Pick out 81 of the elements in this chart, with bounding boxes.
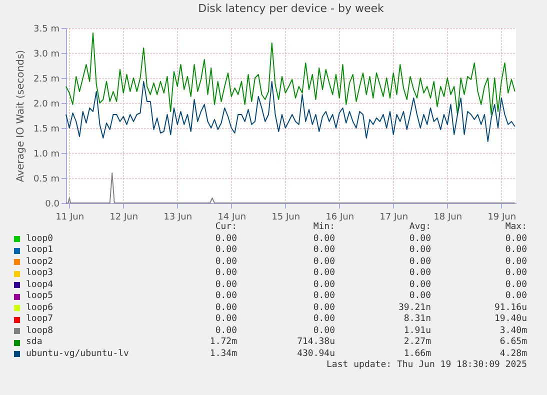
text: 0.00 [409,245,431,256]
text: 0.00 [409,234,431,245]
text: 39.21n [398,302,431,314]
x-tick-label: 18 Jun [434,212,462,222]
text: 0.00 [505,256,527,268]
text: 0.00 [313,291,335,302]
x-tick-label: 15 Jun [272,212,300,222]
text: 1.91u [404,326,431,337]
text: 0.00 [313,326,335,337]
text: 0.00 [215,291,237,302]
y-axis-title: Average IO Wait (seconds) [16,50,27,182]
text: 0.00 [215,268,237,280]
text: 0.00 [409,268,431,280]
text: 91.16u [494,302,527,314]
text: 0.00 [215,280,237,291]
legend-label: sda [26,337,42,348]
text: 0.00 [409,280,431,291]
text: 0.00 [215,314,237,326]
legend-label: loop8 [26,326,54,337]
x-tick-label: 11 Jun [56,212,84,222]
text: 8.31n [404,314,431,326]
text: 19.40u [494,314,527,326]
y-tick-label: 1.5 m [34,124,60,134]
text: 0.00 [313,245,335,256]
text: 0.00 [215,234,237,245]
text: Last update: Thu Jun 19 18:30:09 2025 [326,360,527,372]
text: 4.28m [500,348,527,360]
text: 0.00 [215,256,237,268]
text: Max: [505,222,527,234]
line-series [66,81,516,142]
x-tick-label: 16 Jun [326,212,354,222]
text: 1.66m [404,348,431,360]
y-tick-label: 3.0 m [34,50,60,60]
text: 0.00 [313,256,335,268]
text: 0.00 [313,234,335,245]
text: 1.34m [210,348,237,360]
y-tick-label: 0.0 [45,200,60,210]
y-tick-label: 1.0 m [34,150,60,160]
text: Cur: [215,222,237,234]
text: 0.00 [313,268,335,280]
legend-label: loop6 [26,302,54,314]
text: Avg: [409,222,431,234]
x-tick-label: 14 Jun [218,212,246,222]
y-tick-label: 2.0 m [34,100,60,110]
text: 0.00 [409,256,431,268]
text: 0.00 [313,314,335,326]
legend-label: loop0 [26,234,54,245]
x-tick-label: 13 Jun [164,212,192,222]
text: 1.72m [210,337,237,348]
legend-label: loop3 [26,268,54,280]
text: 0.00 [313,280,335,291]
chart-title: Disk latency per device - by week [198,2,385,15]
text: 0.00 [215,326,237,337]
x-tick-label: 12 Jun [110,212,138,222]
x-tick-label: 17 Jun [380,212,408,222]
legend-label: ubuntu-vg/ubuntu-lv [26,348,129,360]
text: 6.65m [500,337,527,348]
text: 0.00 [505,291,527,302]
text: 430.94u [297,348,335,360]
text: 0.00 [505,234,527,245]
text: 0.00 [215,245,237,256]
text: 0.00 [409,291,431,302]
text: 0.00 [215,302,237,314]
text: 2.27m [404,337,431,348]
text: 3.40m [500,326,527,337]
text: 0.00 [505,280,527,291]
x-tick-label: 19 Jun [488,212,516,222]
text: 0.00 [505,245,527,256]
legend-label: loop2 [26,256,54,268]
y-tick-label: 0.5 m [34,174,60,184]
legend-label: loop4 [26,280,54,291]
line-series [66,32,516,115]
text: 0.00 [313,302,335,314]
text: Min: [313,222,335,234]
text: 714.38u [297,337,335,348]
legend-label: loop5 [26,291,54,302]
legend-label: loop1 [26,245,54,256]
y-tick-label: 3.5 m [34,24,60,34]
y-tick-label: 2.5 m [34,74,60,84]
legend-label: loop7 [26,314,54,326]
text: 0.00 [505,268,527,280]
